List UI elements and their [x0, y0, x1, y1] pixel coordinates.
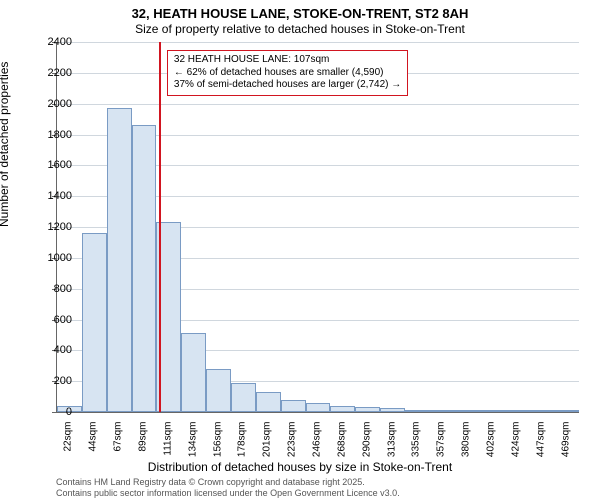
ytick-label: 1600: [32, 159, 72, 171]
histogram-bar: [132, 125, 157, 412]
xtick-label: 89sqm: [138, 422, 149, 466]
ytick-label: 600: [32, 314, 72, 326]
ytick-label: 1000: [32, 252, 72, 264]
histogram-bar: [380, 408, 405, 412]
ytick-label: 1400: [32, 190, 72, 202]
xtick-label: 290sqm: [361, 422, 372, 466]
xtick-label: 402sqm: [486, 422, 497, 466]
annotation-box: 32 HEATH HOUSE LANE: 107sqm← 62% of deta…: [167, 50, 408, 96]
ytick-label: 0: [32, 406, 72, 418]
histogram-bar: [330, 406, 355, 412]
histogram-bar: [306, 403, 331, 412]
xtick-label: 67sqm: [113, 422, 124, 466]
annotation-line: 37% of semi-detached houses are larger (…: [174, 79, 401, 92]
ytick-label: 1800: [32, 129, 72, 141]
histogram-bar: [480, 410, 505, 412]
xtick-label: 335sqm: [411, 422, 422, 466]
y-axis-label: Number of detached properties: [0, 62, 11, 227]
footer-line-2: Contains public sector information licen…: [56, 488, 400, 498]
xtick-label: 223sqm: [287, 422, 298, 466]
xtick-label: 156sqm: [212, 422, 223, 466]
ytick-label: 2200: [32, 67, 72, 79]
xtick-label: 201sqm: [262, 422, 273, 466]
chart-title: 32, HEATH HOUSE LANE, STOKE-ON-TRENT, ST…: [0, 0, 600, 21]
histogram-bar: [256, 392, 281, 412]
histogram-bar: [281, 400, 306, 412]
histogram-bar: [405, 410, 430, 412]
xtick-label: 469sqm: [560, 422, 571, 466]
xtick-label: 313sqm: [386, 422, 397, 466]
histogram-bar: [107, 108, 132, 412]
ytick-label: 1200: [32, 221, 72, 233]
ytick-label: 400: [32, 344, 72, 356]
ytick-label: 2400: [32, 36, 72, 48]
ytick-label: 200: [32, 375, 72, 387]
gridline: [57, 104, 579, 105]
property-marker-line: [159, 42, 161, 412]
xtick-label: 380sqm: [461, 422, 472, 466]
histogram-bar: [430, 410, 455, 412]
histogram-bar: [82, 233, 107, 412]
plot-area: 32 HEATH HOUSE LANE: 107sqm← 62% of deta…: [56, 42, 579, 413]
histogram-bar: [231, 383, 256, 412]
xtick-label: 178sqm: [237, 422, 248, 466]
chart-subtitle: Size of property relative to detached ho…: [0, 22, 600, 36]
xtick-label: 111sqm: [162, 422, 173, 466]
histogram-bar: [504, 410, 529, 412]
histogram-bar: [529, 410, 554, 412]
ytick-label: 2000: [32, 98, 72, 110]
histogram-bar: [206, 369, 231, 412]
annotation-line: ← 62% of detached houses are smaller (4,…: [174, 67, 401, 80]
annotation-line: 32 HEATH HOUSE LANE: 107sqm: [174, 54, 401, 67]
xtick-label: 447sqm: [535, 422, 546, 466]
xtick-label: 424sqm: [510, 422, 521, 466]
footer-line-1: Contains HM Land Registry data © Crown c…: [56, 477, 400, 487]
xtick-label: 134sqm: [187, 422, 198, 466]
histogram-bar: [455, 410, 480, 412]
gridline: [57, 42, 579, 43]
histogram-bar: [355, 407, 380, 412]
histogram-bar: [181, 333, 206, 412]
xtick-label: 268sqm: [336, 422, 347, 466]
xtick-label: 22sqm: [63, 422, 74, 466]
xtick-label: 357sqm: [436, 422, 447, 466]
ytick-label: 800: [32, 283, 72, 295]
xtick-label: 246sqm: [312, 422, 323, 466]
footer-attribution: Contains HM Land Registry data © Crown c…: [56, 477, 400, 498]
xtick-label: 44sqm: [88, 422, 99, 466]
histogram-bar: [554, 410, 579, 412]
